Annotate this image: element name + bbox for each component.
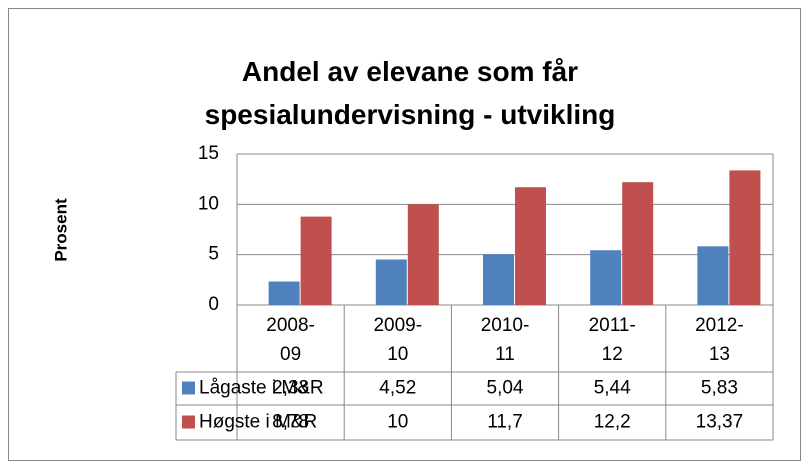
x-tick-label: 2008- 09 — [266, 315, 315, 365]
x-tick-label-line: 2009- — [373, 315, 422, 336]
x-tick-label: 2010- 11 — [481, 315, 530, 365]
x-tick-label-line: 10 — [387, 344, 408, 365]
x-tick-label-line: 11 — [495, 344, 515, 365]
y-tick-label: 15 — [198, 143, 219, 164]
data-table-cell: 8,78 — [272, 412, 309, 433]
data-table-cell: 12,2 — [594, 412, 631, 433]
data-table-cell: 5,04 — [487, 378, 524, 399]
x-tick-label-line: 13 — [709, 344, 730, 365]
y-tick-label: 5 — [208, 244, 219, 265]
x-tick-label-line: 09 — [280, 344, 301, 365]
bar — [729, 170, 761, 305]
data-table-cell: 5,44 — [594, 378, 631, 399]
x-tick-label: 2009- 10 — [373, 315, 422, 365]
y-tick-label: 0 — [208, 294, 219, 315]
data-table-cell: 10 — [387, 412, 408, 433]
frame-border — [8, 8, 801, 461]
data-table-cell: 2,33 — [272, 378, 309, 399]
y-tick-label: 10 — [198, 193, 219, 214]
x-tick-label-line: 2011- — [589, 315, 636, 336]
bar — [622, 182, 654, 305]
bar — [697, 246, 729, 305]
x-tick-label-line: 2008- — [266, 315, 315, 336]
bar — [268, 281, 300, 305]
data-table-cell: 5,83 — [701, 378, 738, 399]
chart-title: Andel av elevane som får spesialundervis… — [204, 56, 616, 130]
data-table-cell: 4,52 — [379, 378, 416, 399]
data-table-cell: 13,37 — [696, 412, 744, 433]
bar — [407, 204, 439, 305]
legend-swatch — [182, 381, 195, 395]
data-table-cell: 11,7 — [487, 412, 523, 433]
bar — [515, 187, 546, 305]
x-tick-label: 2011- 12 — [589, 315, 636, 365]
bar — [375, 259, 407, 305]
legend-swatch — [182, 415, 195, 429]
x-tick-label-line: 12 — [602, 344, 623, 365]
legend-label: Lågaste i M&R — [199, 378, 324, 399]
legend-label: Høgste i M&R — [199, 412, 317, 433]
x-tick-label-line: 2010- — [481, 315, 530, 336]
bar — [590, 250, 622, 305]
bar — [300, 216, 332, 305]
y-axis-label: Prosent — [51, 198, 70, 262]
x-tick-label: 2012- 13 — [695, 315, 744, 365]
x-tick-label-line: 2012- — [695, 315, 744, 336]
bar — [483, 254, 514, 305]
